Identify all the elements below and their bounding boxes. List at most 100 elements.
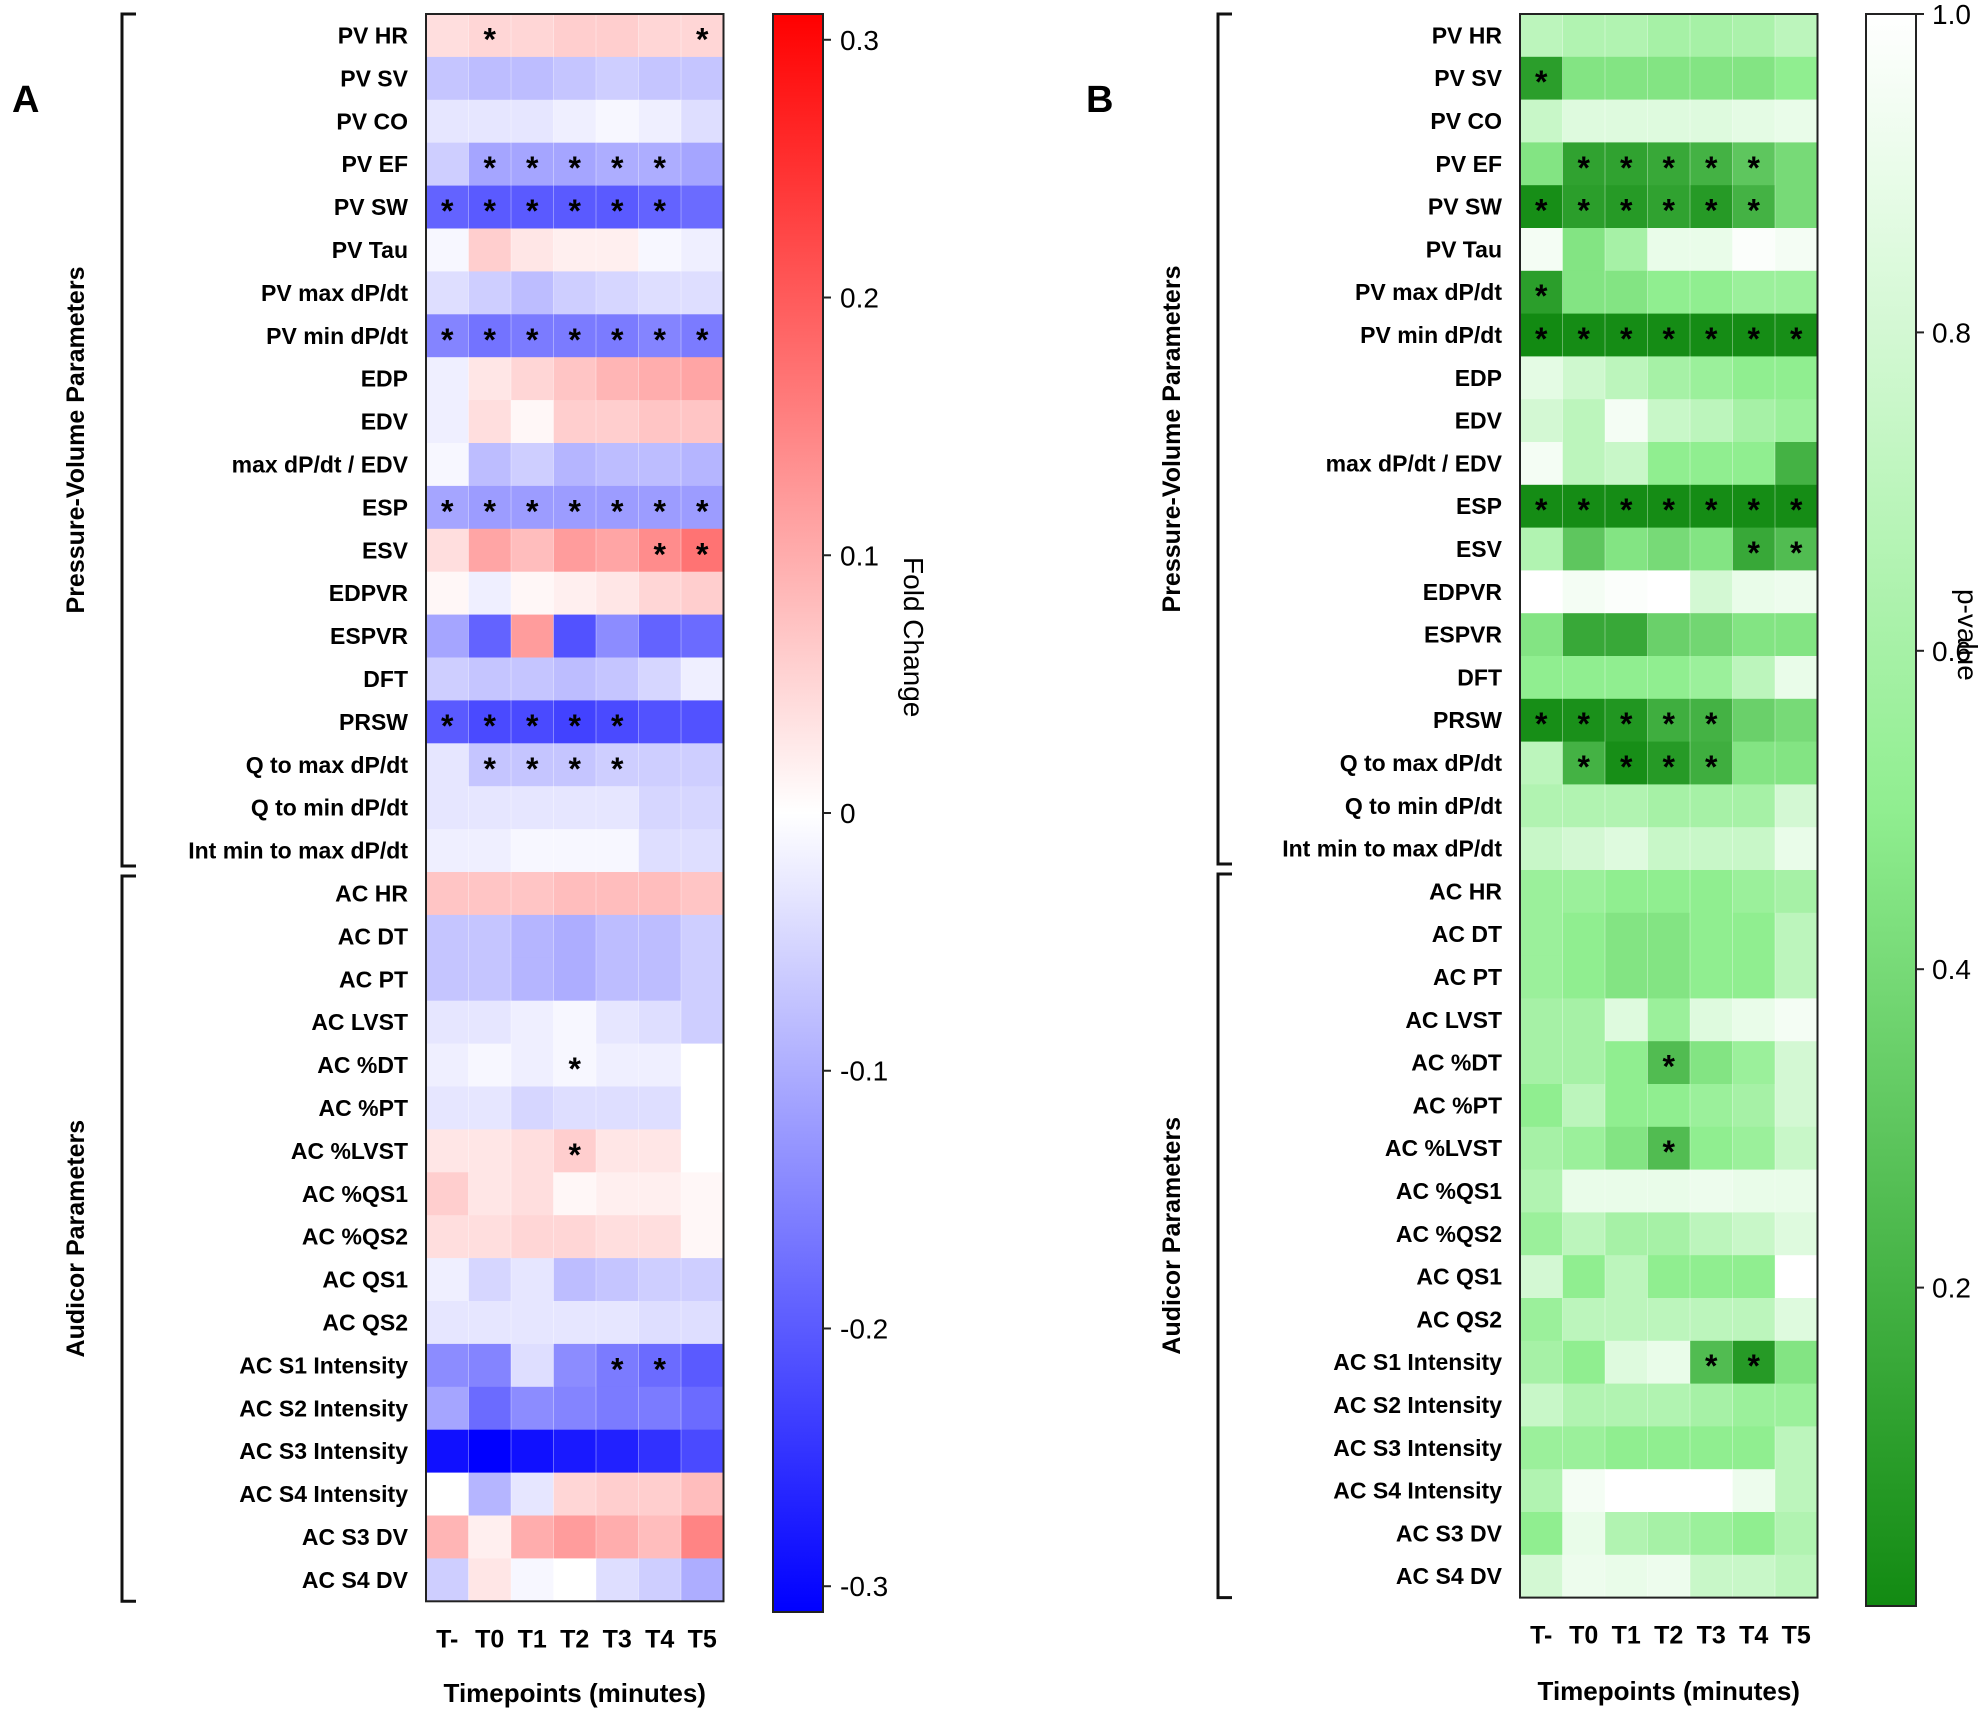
heatmap-cell <box>1732 142 1776 186</box>
significance-marker: * <box>611 751 624 787</box>
heatmap-cell <box>1605 228 1649 272</box>
significance-marker: * <box>1578 321 1591 357</box>
heatmap-cell <box>681 614 725 659</box>
heatmap-cell <box>1605 1298 1649 1342</box>
row-label: PV HR <box>1432 22 1503 48</box>
panel-label: A <box>12 79 39 121</box>
heatmap-cell <box>426 614 470 659</box>
heatmap-cell <box>596 1000 640 1045</box>
heatmap-cell <box>1775 1469 1819 1513</box>
heatmap-cell <box>638 829 682 873</box>
significance-marker: * <box>1535 706 1548 742</box>
significance-marker: * <box>611 493 624 529</box>
heatmap-cell <box>468 99 512 144</box>
group-bracket <box>1216 12 1232 866</box>
heatmap-cell <box>1520 741 1564 785</box>
row-label: AC QS2 <box>1416 1306 1502 1332</box>
heatmap-cell <box>1562 912 1606 957</box>
significance-marker: * <box>1663 321 1676 357</box>
heatmap-cell <box>596 1258 640 1302</box>
heatmap-cell <box>1520 1255 1564 1299</box>
heatmap-cell <box>596 1515 640 1559</box>
heatmap-cell <box>426 786 470 830</box>
column-label: T1 <box>1612 1622 1641 1650</box>
heatmap-cell <box>1605 1126 1649 1171</box>
panel-a: A * * * * * * * * * * * * * * * * * * * * * * * * * * * * * * * * * * * * * * *… <box>12 12 929 1708</box>
heatmap-cell <box>681 1215 725 1259</box>
heatmap-cell <box>1775 313 1819 357</box>
heatmap-cell <box>426 1129 470 1173</box>
heatmap-cell <box>511 1343 555 1388</box>
heatmap-cell <box>681 914 725 959</box>
heatmap-cell <box>511 1086 555 1130</box>
group-label: Pressure-Volume Parameters <box>1158 266 1186 613</box>
row-label: EDPVR <box>329 580 409 606</box>
heatmap-cell <box>1562 784 1606 828</box>
heatmap-cell <box>1562 1554 1606 1599</box>
heatmap-cell <box>1605 784 1649 828</box>
heatmap-cell <box>468 1429 512 1474</box>
significance-marker: * <box>526 150 539 186</box>
heatmap-cell <box>1605 1255 1649 1299</box>
heatmap-cell <box>1605 741 1649 785</box>
significance-marker: * <box>1748 1348 1761 1384</box>
heatmap-cell <box>553 99 597 144</box>
heatmap-cell <box>1520 527 1564 571</box>
column-label: T0 <box>475 1625 504 1653</box>
heatmap-cell <box>596 1172 640 1216</box>
row-label: PV Tau <box>332 237 408 263</box>
heatmap-cell <box>1690 1255 1734 1299</box>
heatmap-cell <box>1520 1084 1564 1128</box>
heatmap-cell <box>426 314 470 358</box>
heatmap-cell <box>1562 142 1606 186</box>
heatmap-cell <box>468 228 512 272</box>
row-label: AC LVST <box>1405 1007 1502 1033</box>
heatmap-cell <box>1520 1126 1564 1171</box>
heatmap-cell <box>1732 313 1776 357</box>
row-label: PV HR <box>338 22 409 48</box>
heatmap-cell <box>596 829 640 873</box>
heatmap-cell <box>638 443 682 487</box>
significance-marker: * <box>696 21 709 57</box>
heatmap-cell <box>1647 1340 1691 1385</box>
heatmap-cell <box>1605 14 1649 58</box>
heatmap-cell <box>511 1258 555 1302</box>
row-label: AC S3 DV <box>1396 1520 1503 1546</box>
significance-marker: * <box>1535 193 1548 229</box>
heatmap-cell <box>1690 142 1734 186</box>
row-label: AC %DT <box>1411 1050 1502 1076</box>
significance-marker: * <box>484 322 497 358</box>
heatmap-cell <box>553 1301 597 1345</box>
heatmap-cell <box>1690 1298 1734 1342</box>
heatmap-cell <box>1647 313 1691 357</box>
heatmap-cell <box>511 614 555 659</box>
significance-marker: * <box>484 193 497 229</box>
heatmap-cell <box>426 1215 470 1259</box>
heatmap-cell <box>1562 484 1606 529</box>
heatmap-cell <box>681 829 725 873</box>
significance-marker: * <box>1663 193 1676 229</box>
heatmap-cell <box>1732 827 1776 871</box>
significance-marker: * <box>1620 150 1633 186</box>
heatmap-cell <box>1605 142 1649 186</box>
row-label: AC S2 Intensity <box>239 1395 408 1421</box>
heatmap-cell <box>638 228 682 272</box>
heatmap-cell <box>1562 99 1606 143</box>
colorbar-title: Fold Change <box>898 557 929 717</box>
heatmap-cell <box>1647 1469 1691 1513</box>
heatmap-cell <box>638 1215 682 1259</box>
heatmap-cell <box>553 1472 597 1517</box>
heatmap-border <box>1519 13 1819 1599</box>
heatmap-cell <box>1520 399 1564 443</box>
heatmap-cell <box>1520 1340 1564 1385</box>
heatmap-cell <box>468 1172 512 1216</box>
colorbar <box>1865 13 1917 1607</box>
heatmap-cell <box>553 700 597 744</box>
heatmap-cell <box>1775 1255 1819 1299</box>
heatmap-cell <box>1520 613 1564 657</box>
heatmap-cell <box>1562 1340 1606 1385</box>
heatmap-cell <box>638 485 682 530</box>
heatmap-cell <box>426 914 470 959</box>
column-label: T4 <box>1739 1622 1768 1650</box>
heatmap-cell <box>596 1086 640 1130</box>
